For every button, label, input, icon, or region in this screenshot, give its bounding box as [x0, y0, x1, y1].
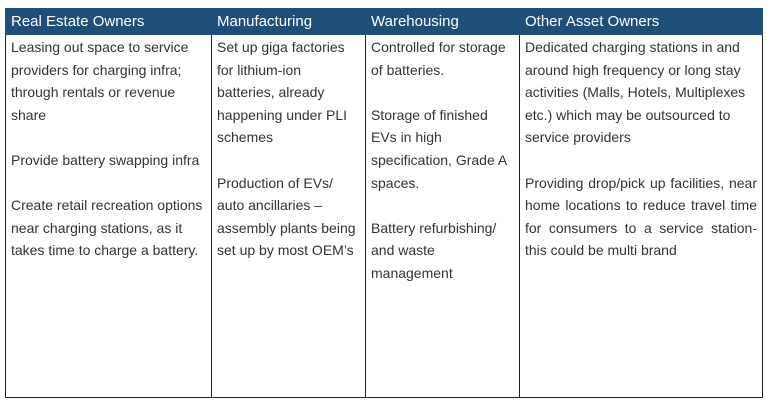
header-cell: Other Asset Owners	[519, 8, 763, 35]
cell-paragraph: Controlled for storage of batteries.	[371, 39, 506, 78]
header-cell: Real Estate Owners	[5, 8, 212, 35]
cell-paragraph: Providing drop/pick up facilities, near …	[525, 174, 757, 259]
header-cell: Warehousing	[365, 8, 520, 35]
header-row: Real Estate Owners Manufacturing Warehousi…	[5, 8, 763, 35]
cell-paragraph: Storage of finished EVs in high specific…	[371, 106, 507, 191]
cell-paragraph: Leasing out space to service providers f…	[11, 39, 189, 123]
cell-paragraph: Production of EVs/ auto ancillaries – as…	[217, 174, 356, 259]
cell: Leasing out space to service providers f…	[5, 34, 212, 398]
cell: Dedicated charging stations in and aroun…	[519, 34, 763, 398]
cell: Controlled for storage of batteries. Stor…	[365, 34, 520, 398]
table: Real Estate Owners Manufacturing Warehousi…	[5, 8, 763, 398]
body-row: Leasing out space to service providers f…	[5, 34, 763, 398]
cell-paragraph: Battery refurbishing/ and waste manageme…	[371, 219, 497, 281]
cell-paragraph: Dedicated charging stations in and aroun…	[525, 39, 746, 146]
cell: Set up giga factories for lithium-ion ba…	[211, 34, 366, 398]
cell-paragraph: Create retail recreation options near ch…	[11, 197, 203, 259]
header-cell: Manufacturing	[211, 8, 366, 35]
cell-paragraph: Provide battery swapping infra	[11, 151, 200, 168]
cell-paragraph: Set up giga factories for lithium-ion ba…	[217, 39, 347, 146]
